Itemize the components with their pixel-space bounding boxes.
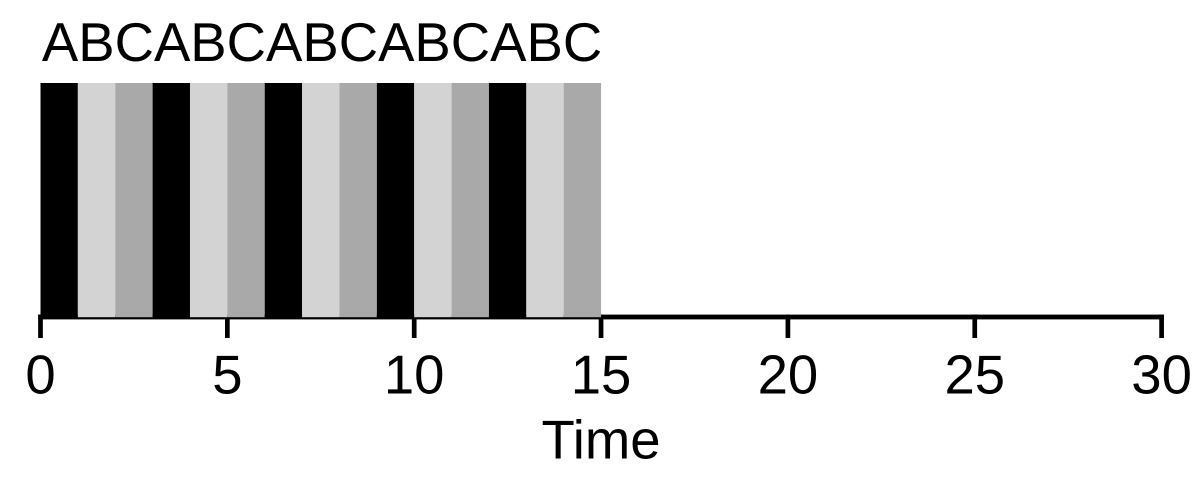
svg-text:ABCABCABCABCABC: ABCABCABCABCABC <box>42 12 602 73</box>
svg-text:5: 5 <box>212 345 242 406</box>
svg-text:Time: Time <box>542 410 661 471</box>
svg-text:15: 15 <box>571 345 632 406</box>
svg-text:30: 30 <box>1131 345 1192 406</box>
svg-text:0: 0 <box>25 345 55 406</box>
svg-text:25: 25 <box>944 345 1005 406</box>
svg-text:10: 10 <box>384 345 445 406</box>
svg-text:20: 20 <box>758 345 819 406</box>
